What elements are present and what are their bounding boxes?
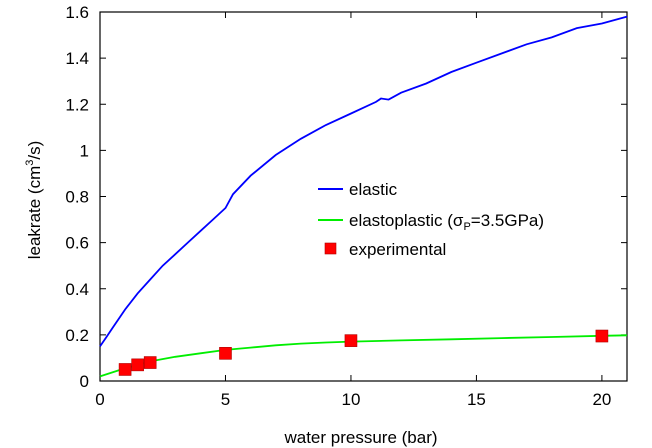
data-point-experimental: [131, 358, 144, 372]
y-tick-label: 1: [80, 141, 89, 160]
data-point-experimental: [595, 329, 609, 343]
legend-label-elastic: elastic: [349, 180, 398, 199]
y-tick-label: 0: [80, 372, 89, 391]
legend-label-elastoplastic: elastoplastic (σP=3.5GPa): [349, 211, 544, 233]
y-axis-label-superscript: 3: [24, 160, 36, 166]
data-point-experimental: [118, 363, 132, 376]
data-point-experimental: [143, 356, 157, 369]
legend-label-elastoplastic-subscript: P: [463, 221, 470, 233]
legend-label-elastoplastic-main: elastoplastic (σ: [349, 211, 464, 230]
legend-swatch-experimental: [324, 242, 337, 255]
series-layer: [99, 15, 628, 378]
data-point-experimental: [219, 347, 232, 360]
y-tick-label: 0.8: [65, 188, 89, 207]
y-axis-label: leakrate (cm3/s): [24, 141, 44, 260]
x-axis-label: water pressure (bar): [283, 428, 437, 447]
x-tick-label: 10: [341, 390, 360, 409]
legend-label-elastoplastic-tail: =3.5GPa): [471, 211, 544, 230]
x-tick-label: 15: [467, 390, 486, 409]
y-tick-label: 0.2: [65, 326, 89, 345]
y-tick-label: 1.4: [65, 49, 89, 68]
x-tick-label: 5: [221, 390, 230, 409]
y-axis-label-main: leakrate (cm: [25, 166, 44, 260]
y-tick-label: 0.6: [65, 234, 89, 253]
legend: elastic elastoplastic (σP=3.5GPa) experi…: [318, 180, 544, 259]
x-tick-label: 20: [592, 390, 611, 409]
y-tick-label: 1.2: [65, 95, 89, 114]
y-tick-label: 0.4: [65, 280, 89, 299]
axis-ticks: 0 5 10 15 20 0 0.2 0.4 0.6 0.8 1 1.2 1.4 1.6: [65, 3, 627, 409]
series-line-elastoplastic: [99, 334, 628, 378]
legend-label-experimental: experimental: [349, 240, 446, 259]
series-line-elastic: [99, 15, 628, 347]
y-tick-label: 1.6: [65, 3, 89, 22]
y-axis-label-tail: /s): [25, 141, 44, 160]
x-tick-label: 0: [95, 390, 104, 409]
data-point-experimental: [344, 334, 358, 347]
